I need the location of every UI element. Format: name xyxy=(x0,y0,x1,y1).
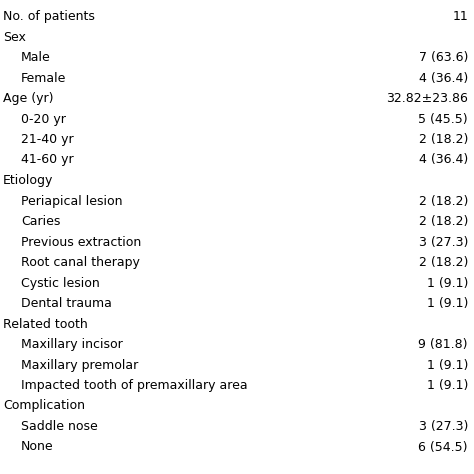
Text: 4 (36.4): 4 (36.4) xyxy=(419,154,468,166)
Text: Root canal therapy: Root canal therapy xyxy=(21,256,140,269)
Text: 41-60 yr: 41-60 yr xyxy=(21,154,73,166)
Text: Age (yr): Age (yr) xyxy=(3,92,54,105)
Text: 1 (9.1): 1 (9.1) xyxy=(427,276,468,290)
Text: Cystic lesion: Cystic lesion xyxy=(21,276,100,290)
Text: 5 (45.5): 5 (45.5) xyxy=(419,112,468,126)
Text: Sex: Sex xyxy=(3,30,26,44)
Text: Maxillary premolar: Maxillary premolar xyxy=(21,358,138,372)
Text: 1 (9.1): 1 (9.1) xyxy=(427,379,468,392)
Text: 11: 11 xyxy=(452,10,468,23)
Text: 2 (18.2): 2 (18.2) xyxy=(419,133,468,146)
Text: 7 (63.6): 7 (63.6) xyxy=(419,51,468,64)
Text: None: None xyxy=(21,440,54,454)
Text: Periapical lesion: Periapical lesion xyxy=(21,194,122,208)
Text: 3 (27.3): 3 (27.3) xyxy=(419,420,468,433)
Text: Saddle nose: Saddle nose xyxy=(21,420,98,433)
Text: 0-20 yr: 0-20 yr xyxy=(21,112,66,126)
Text: 1 (9.1): 1 (9.1) xyxy=(427,297,468,310)
Text: Female: Female xyxy=(21,72,66,84)
Text: Caries: Caries xyxy=(21,215,60,228)
Text: 21-40 yr: 21-40 yr xyxy=(21,133,73,146)
Text: Etiology: Etiology xyxy=(3,174,54,187)
Text: 2 (18.2): 2 (18.2) xyxy=(419,194,468,208)
Text: 4 (36.4): 4 (36.4) xyxy=(419,72,468,84)
Text: Previous extraction: Previous extraction xyxy=(21,236,141,248)
Text: 9 (81.8): 9 (81.8) xyxy=(419,338,468,351)
Text: Complication: Complication xyxy=(3,400,85,412)
Text: Maxillary incisor: Maxillary incisor xyxy=(21,338,123,351)
Text: 32.82±23.86: 32.82±23.86 xyxy=(386,92,468,105)
Text: 3 (27.3): 3 (27.3) xyxy=(419,236,468,248)
Text: 2 (18.2): 2 (18.2) xyxy=(419,256,468,269)
Text: Related tooth: Related tooth xyxy=(3,318,88,330)
Text: 1 (9.1): 1 (9.1) xyxy=(427,358,468,372)
Text: 2 (18.2): 2 (18.2) xyxy=(419,215,468,228)
Text: Dental trauma: Dental trauma xyxy=(21,297,112,310)
Text: 6 (54.5): 6 (54.5) xyxy=(419,440,468,454)
Text: Male: Male xyxy=(21,51,51,64)
Text: Impacted tooth of premaxillary area: Impacted tooth of premaxillary area xyxy=(21,379,247,392)
Text: No. of patients: No. of patients xyxy=(3,10,95,23)
